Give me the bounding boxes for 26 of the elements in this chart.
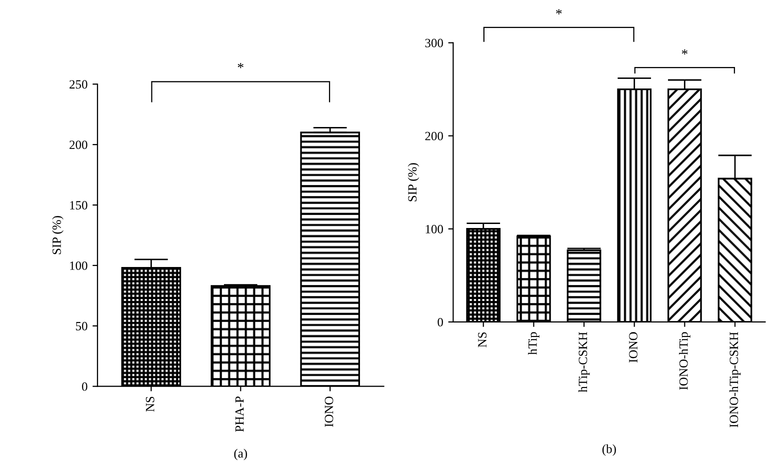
text: * [238,63,244,68]
y-tick-label: 100 [426,224,443,234]
x-tick-label: hTip-CSKH [578,332,590,392]
x-tick-label: IONO [629,332,638,362]
x-tick-label: NS [478,332,486,348]
x-tick-label: IONO-hTip-CSKH [729,332,741,428]
x-tick-label: IONO [324,396,334,427]
y-tick-label: 0 [438,318,443,326]
y-axis-title: SIP (%) [408,163,420,202]
y-tick-label: 100 [70,261,88,270]
text: * [556,9,562,14]
x-axis-title: (b) [602,444,616,456]
x-tick-label: IONO-hTip [678,332,690,390]
y-tick-label: 150 [70,201,88,210]
y-axis-title: SIP (%) [52,216,64,254]
y-tick-label: 300 [425,38,443,48]
x-axis-title: (a) [234,448,248,460]
x-tick-label: NS [146,396,154,412]
y-tick-label: 250 [70,80,88,89]
y-tick-label: 200 [70,140,88,150]
annotation: * [682,49,688,55]
x-tick-label: PHA-P [235,396,244,432]
y-tick-label: 0 [82,382,88,391]
x-tick-label: hTip [528,332,540,355]
y-tick-label: 200 [425,132,443,140]
y-tick-label: 50 [76,322,88,330]
